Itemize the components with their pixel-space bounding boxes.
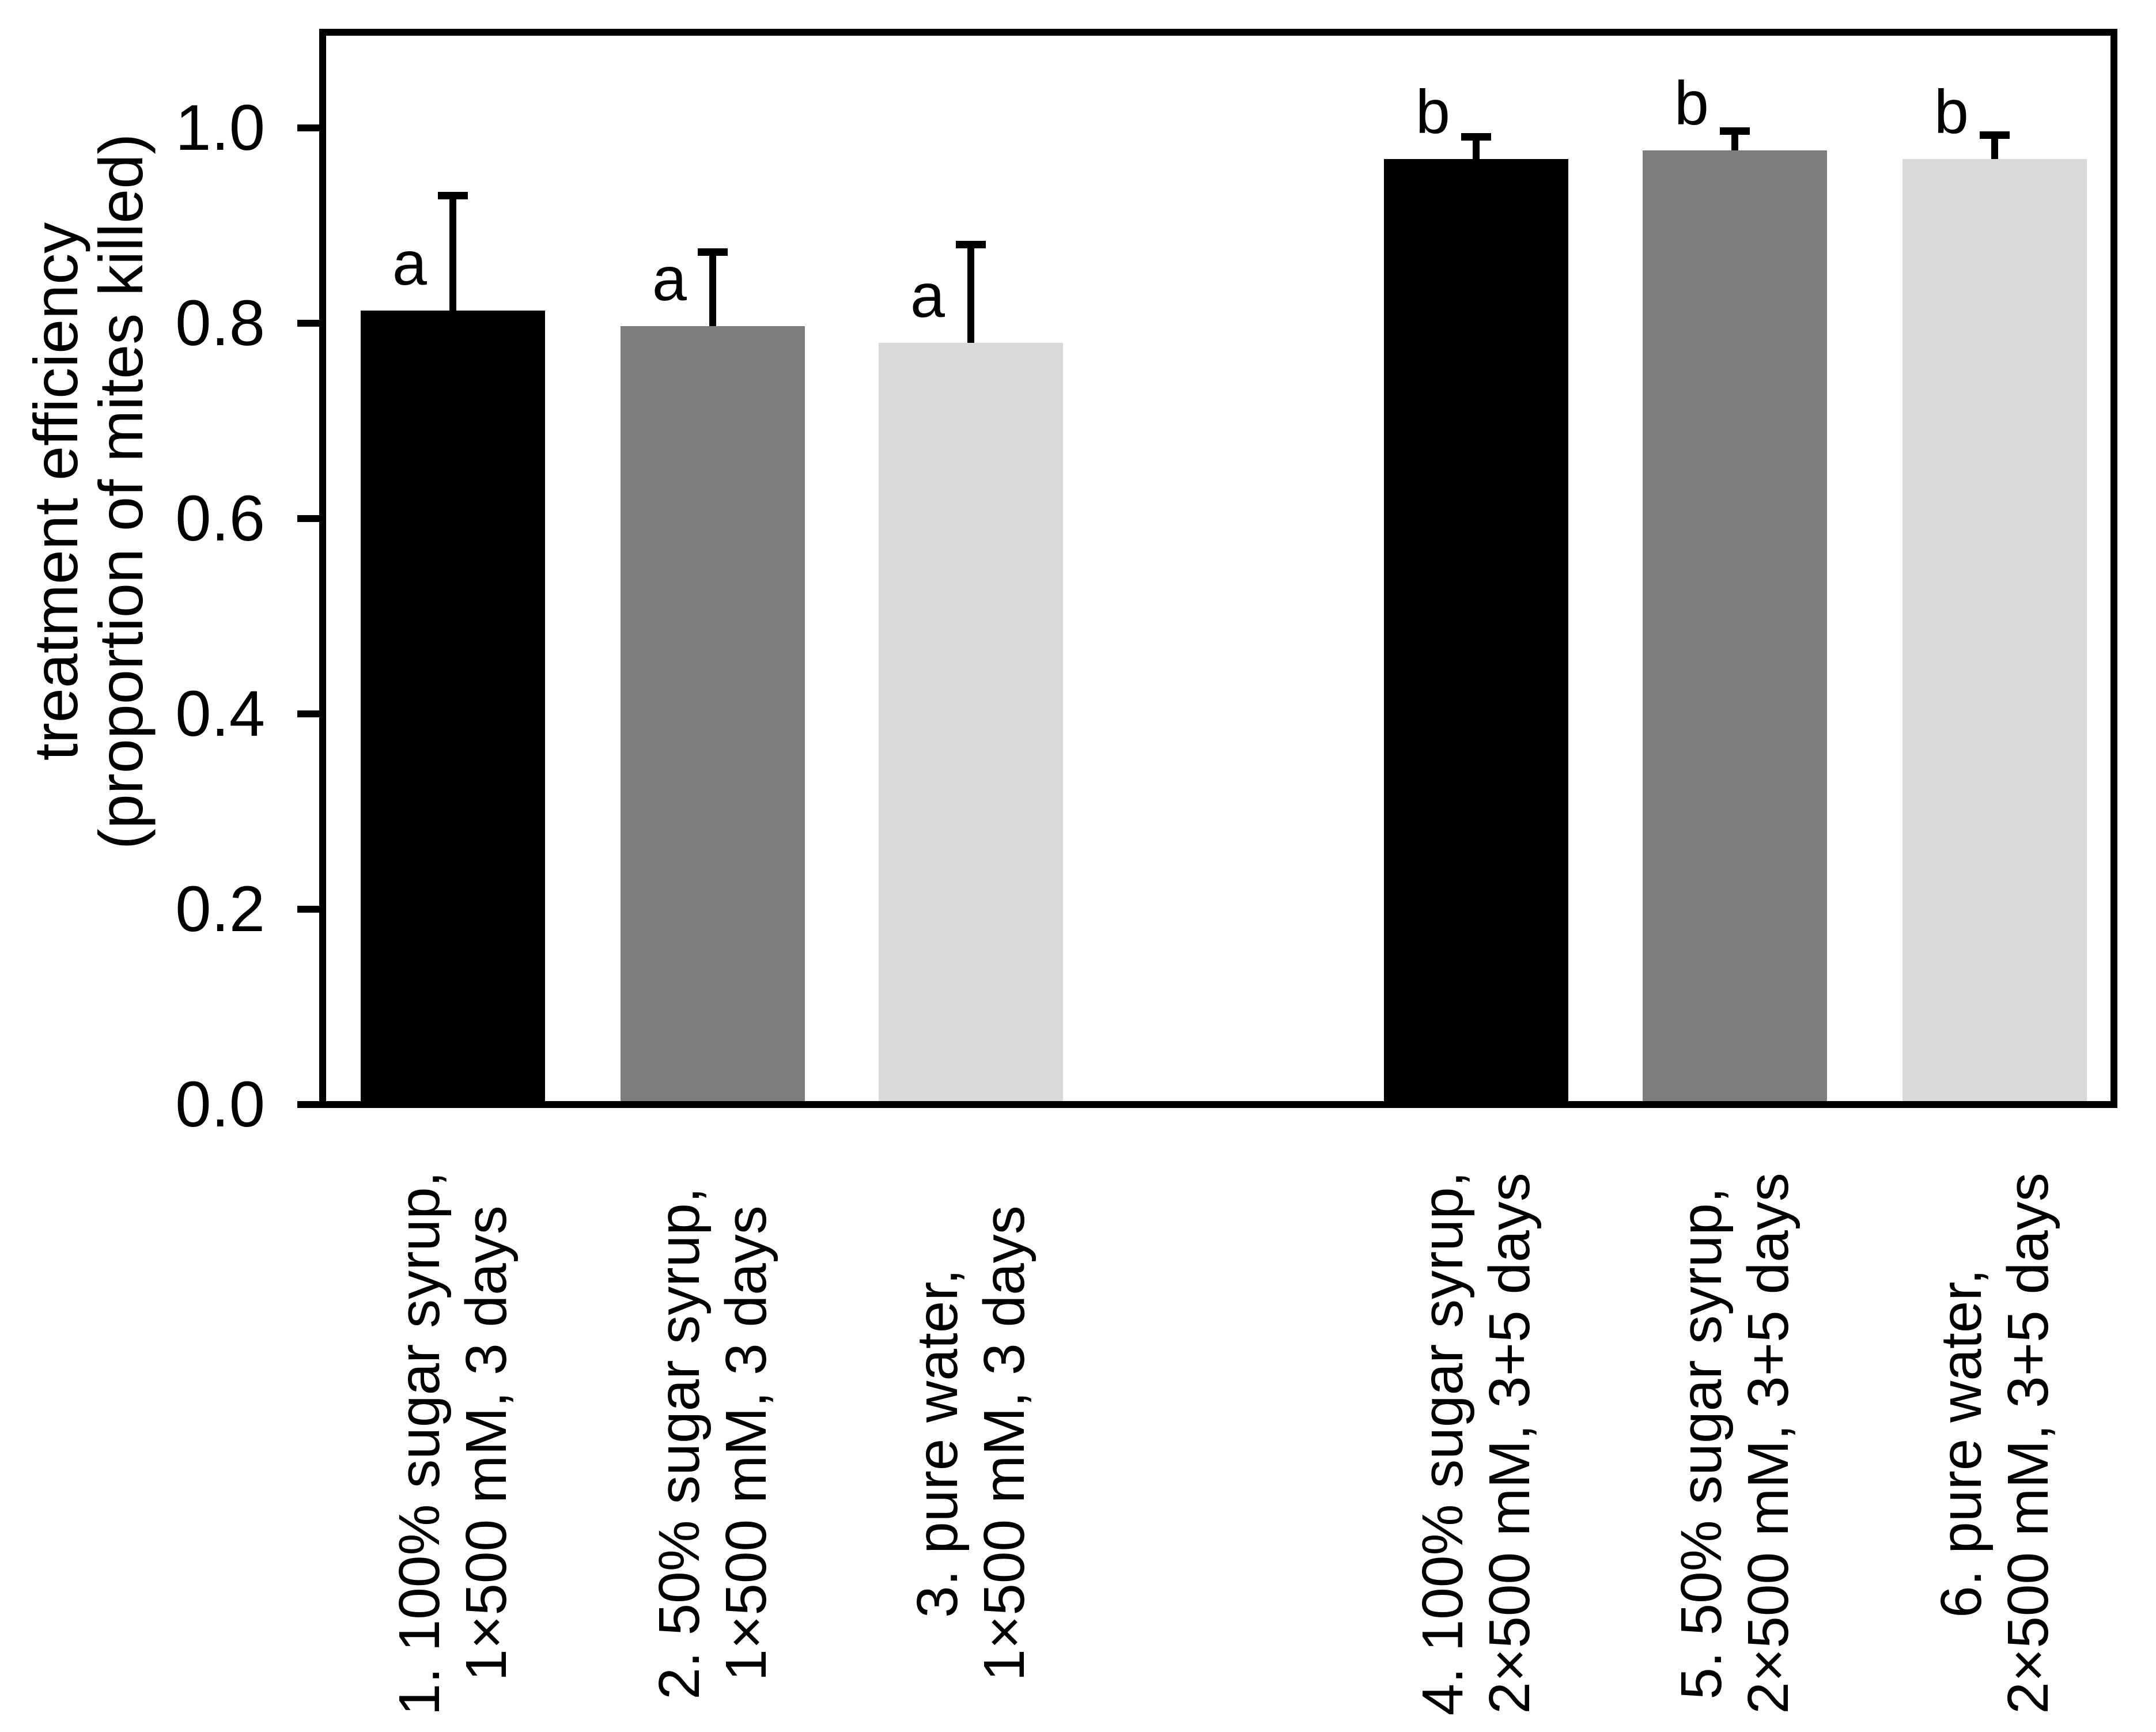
x-tick-label-line1: 2. 50% sugar syrup, xyxy=(647,1187,712,1700)
x-tick-label: 6. pure water, 2×500 mM, 3+5 days xyxy=(1928,1155,2062,1731)
error-bar-line xyxy=(1991,134,1998,160)
error-bar-line xyxy=(967,244,974,343)
x-tick-label-line1: 6. pure water, xyxy=(1929,1269,1994,1618)
x-tick-label-line2: 1×500 mM, 3 days xyxy=(714,1205,778,1681)
x-tick-label-line1: 4. 100% sugar syrup, xyxy=(1410,1171,1475,1716)
y-tick-label: 0.6 xyxy=(175,482,265,554)
x-tick-label: 5. 50% sugar syrup, 2×500 mM, 3+5 days xyxy=(1668,1155,1802,1731)
x-tick-label-line2: 1×500 mM, 3 days xyxy=(972,1205,1037,1681)
y-axis-tick xyxy=(297,710,319,717)
y-axis-tick xyxy=(297,124,319,131)
x-tick-label: 3. pure water, 1×500 mM, 3 days xyxy=(904,1155,1038,1731)
error-bar-cap xyxy=(1720,127,1750,135)
y-tick-label: 0.8 xyxy=(175,287,265,359)
x-tick-label: 4. 100% sugar syrup, 2×500 mM, 3+5 days xyxy=(1409,1155,1543,1731)
y-tick-label: 0.4 xyxy=(175,678,265,750)
x-tick-label: 1. 100% sugar syrup, 1×500 mM, 3 days xyxy=(386,1155,520,1731)
x-tick-label-line1: 5. 50% sugar syrup, xyxy=(1669,1187,1734,1700)
bar xyxy=(879,342,1063,1101)
x-tick-label-line1: 1. 100% sugar syrup, xyxy=(387,1171,452,1716)
y-axis-tick xyxy=(297,906,319,913)
x-tick-label-line2: 2×500 mM, 3+5 days xyxy=(1477,1173,1542,1714)
x-tick-label-line2: 2×500 mM, 3+5 days xyxy=(1736,1173,1801,1714)
significance-letter: b xyxy=(1674,67,1709,138)
x-tick-label-line1: 3. pure water, xyxy=(905,1269,970,1618)
y-tick-label: 0.0 xyxy=(175,1068,265,1140)
x-tick-label-line2: 2×500 mM, 3+5 days xyxy=(1996,1173,2060,1714)
significance-letter: b xyxy=(1415,77,1450,147)
y-axis-tick xyxy=(297,320,319,327)
error-bar-line xyxy=(1473,137,1480,160)
x-tick-label-line2: 1×500 mM, 3 days xyxy=(454,1205,519,1681)
error-bar-line xyxy=(709,252,716,327)
bar xyxy=(621,326,805,1101)
y-tick-label: 0.2 xyxy=(175,873,265,945)
error-bar-cap xyxy=(1980,131,2010,139)
y-tick-label: 1.0 xyxy=(175,92,265,164)
y-axis-tick xyxy=(297,515,319,522)
bar xyxy=(1643,150,1827,1101)
y-axis-tick xyxy=(297,1101,319,1108)
plot-frame xyxy=(319,29,2117,1108)
error-bar-cap xyxy=(698,248,728,256)
significance-letter: a xyxy=(910,260,945,330)
bar xyxy=(1902,159,2087,1101)
bar xyxy=(361,310,545,1101)
error-bar-line xyxy=(449,195,456,311)
error-bar-cap xyxy=(956,240,986,248)
significance-letter: b xyxy=(1934,77,1969,147)
error-bar-cap xyxy=(438,191,468,199)
x-tick-label: 2. 50% sugar syrup, 1×500 mM, 3 days xyxy=(646,1155,780,1731)
error-bar-line xyxy=(1731,131,1738,150)
significance-letter: a xyxy=(392,228,427,298)
bar xyxy=(1384,159,1568,1101)
significance-letter: a xyxy=(652,244,687,314)
error-bar-cap xyxy=(1461,133,1491,141)
